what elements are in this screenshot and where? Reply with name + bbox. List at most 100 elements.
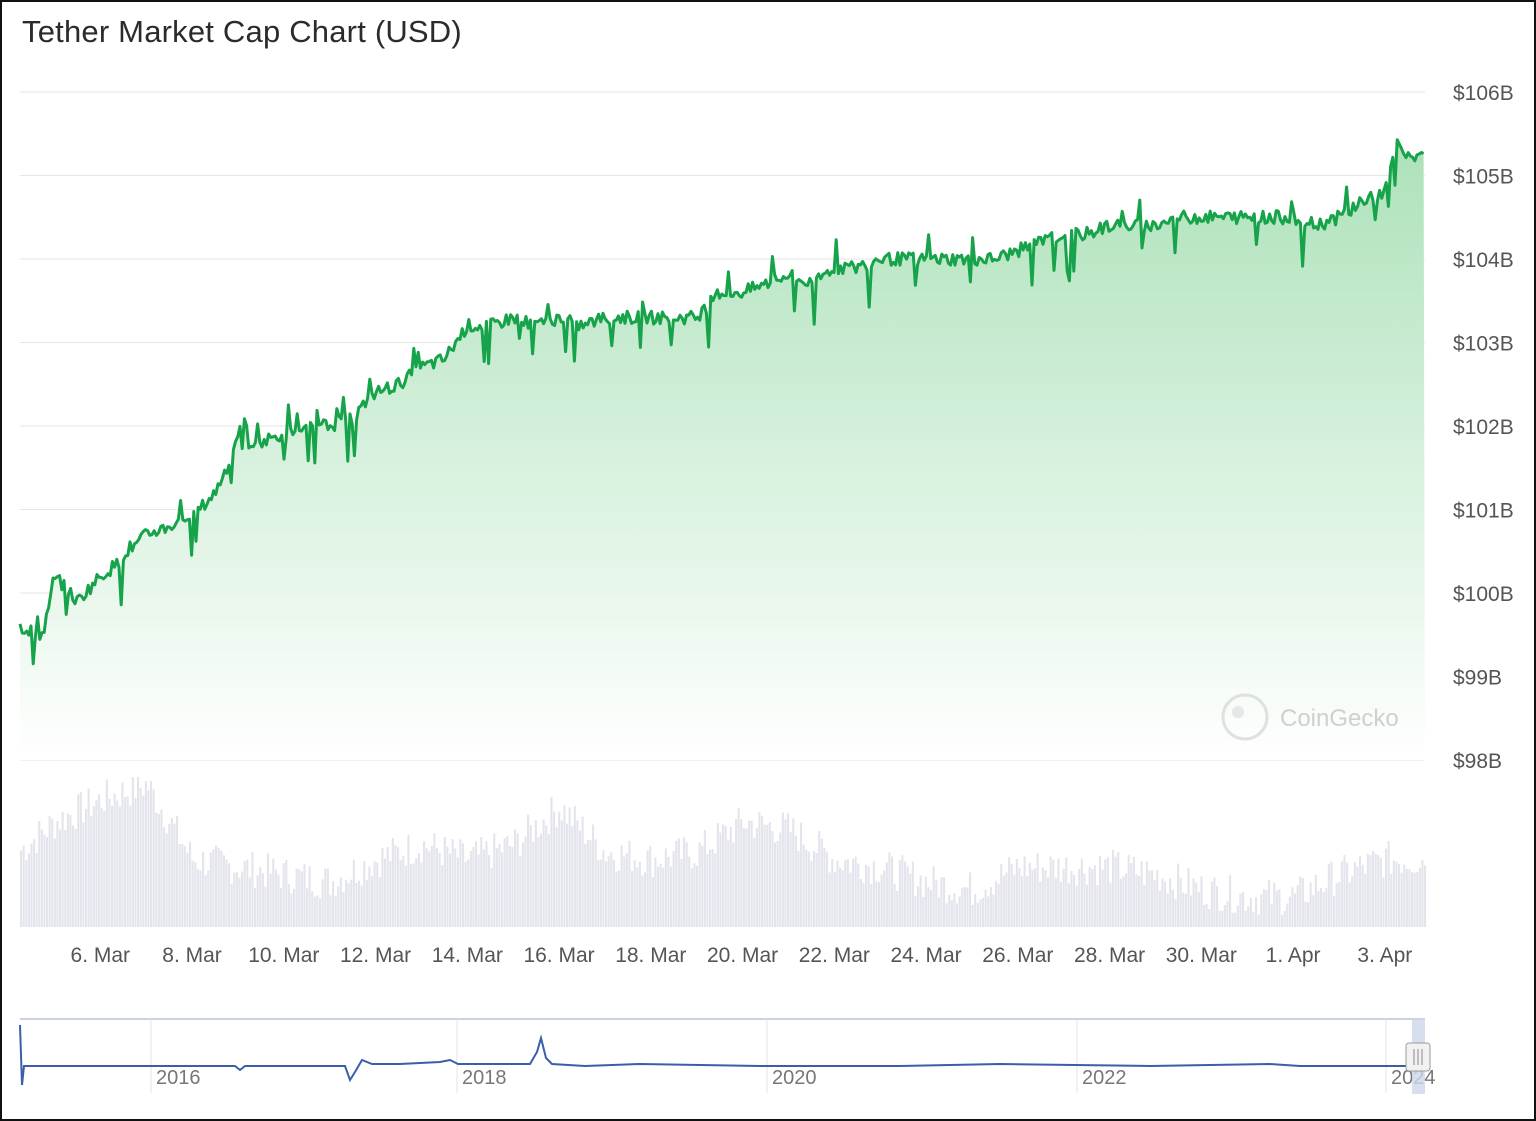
volume-bar [1385, 848, 1388, 927]
volume-bar [1221, 910, 1224, 927]
volume-bar [511, 847, 514, 927]
volume-bar [919, 875, 922, 927]
volume-bar [1379, 857, 1382, 927]
volume-bar [1218, 910, 1221, 927]
volume-bar [222, 855, 225, 927]
volume-bar [350, 879, 353, 927]
volume-bar [1416, 871, 1419, 927]
volume-bar [1286, 903, 1289, 927]
volume-bar [355, 883, 358, 927]
volume-bar [594, 839, 597, 927]
market-cap-series[interactable] [18, 138, 1425, 666]
volume-bar [1356, 866, 1359, 927]
volume-bar [163, 827, 166, 927]
volume-bar [1208, 908, 1211, 927]
volume-bar [1104, 859, 1107, 927]
y-tick-label: $98B [1453, 750, 1502, 773]
volume-bar [342, 892, 345, 927]
navigator-year-label: 2020 [772, 1067, 817, 1089]
volume-bar [940, 877, 943, 927]
volume-bar [150, 781, 153, 927]
volume-bar [92, 806, 95, 927]
volume-bar [737, 807, 740, 927]
volume-bar [1109, 882, 1112, 927]
volume-bar [1174, 899, 1177, 927]
volume-bar [243, 860, 246, 927]
volume-bar [38, 821, 41, 927]
volume-bar [1242, 891, 1245, 927]
volume-bar [662, 867, 665, 927]
y-tick-label: $103B [1453, 333, 1514, 356]
volume-bar [729, 827, 732, 927]
volume-bar [1140, 861, 1143, 927]
volume-bar [1054, 878, 1057, 927]
market-cap-line[interactable] [18, 138, 1425, 666]
volume-bar [300, 871, 303, 927]
volume-bar [1182, 892, 1185, 927]
volume-bar [493, 833, 496, 927]
volume-bar [311, 891, 314, 927]
volume-bar [680, 859, 683, 927]
volume-bar [129, 805, 132, 927]
volume-bar [1010, 864, 1013, 927]
volume-bar [261, 873, 264, 927]
volume-bar [547, 834, 550, 927]
volume-bar [885, 862, 888, 927]
volume-bar [329, 895, 332, 927]
volume-bar [555, 827, 558, 927]
volume-bar [880, 874, 883, 927]
volume-bar [560, 820, 563, 927]
volume-bar [714, 853, 717, 927]
volume-bar [1408, 869, 1411, 927]
volume-bar [701, 845, 704, 927]
volume-bar [59, 829, 62, 927]
volume-bar [235, 871, 238, 927]
volume-bar [641, 875, 644, 927]
volume-bar [1265, 889, 1268, 927]
volume-bar [625, 853, 628, 927]
volume-bar [984, 889, 987, 927]
volume-bar [121, 782, 124, 927]
volume-bar [787, 813, 790, 927]
volume-bar [1101, 869, 1104, 927]
volume-bar [183, 846, 186, 927]
volume-bar [30, 843, 33, 927]
x-tick-label: 22. Mar [799, 944, 870, 967]
volume-bar [316, 895, 319, 927]
y-axis-ticks: $106B $105B $104B $103B $102B $101B $100B $99B $… [1453, 82, 1514, 773]
volume-bar [1327, 864, 1330, 927]
volume-bar [1023, 856, 1026, 927]
volume-bar [446, 846, 449, 927]
volume-bar [436, 848, 439, 927]
volume-bar [997, 883, 1000, 927]
y-tick-label: $101B [1453, 500, 1514, 523]
volume-bar [1359, 856, 1362, 927]
volume-bar [332, 881, 335, 927]
volume-bar [1210, 881, 1213, 927]
volume-bar [805, 849, 808, 927]
volume-bar [1158, 890, 1161, 927]
volume-bar [116, 800, 119, 927]
volume-bar [397, 847, 400, 927]
volume-bar [542, 819, 545, 927]
volume-bar [961, 887, 964, 927]
volume-bar [20, 850, 23, 927]
volume-bar [269, 873, 272, 927]
volume-bar [901, 855, 904, 927]
volume-bar [1364, 873, 1367, 927]
volume-bar [1130, 863, 1133, 927]
volume-bar [469, 851, 472, 927]
volume-bar [1278, 889, 1281, 927]
volume-bar [160, 809, 163, 927]
volume-bar [1351, 876, 1354, 927]
volume-bar [199, 870, 202, 927]
volume-bar [373, 861, 376, 927]
volume-bar [420, 862, 423, 927]
volume-bar [636, 867, 639, 927]
volume-bar [797, 850, 800, 927]
volume-bar [976, 902, 979, 927]
navigator-year-label: 2022 [1082, 1067, 1127, 1089]
volume-bar [1275, 890, 1278, 927]
